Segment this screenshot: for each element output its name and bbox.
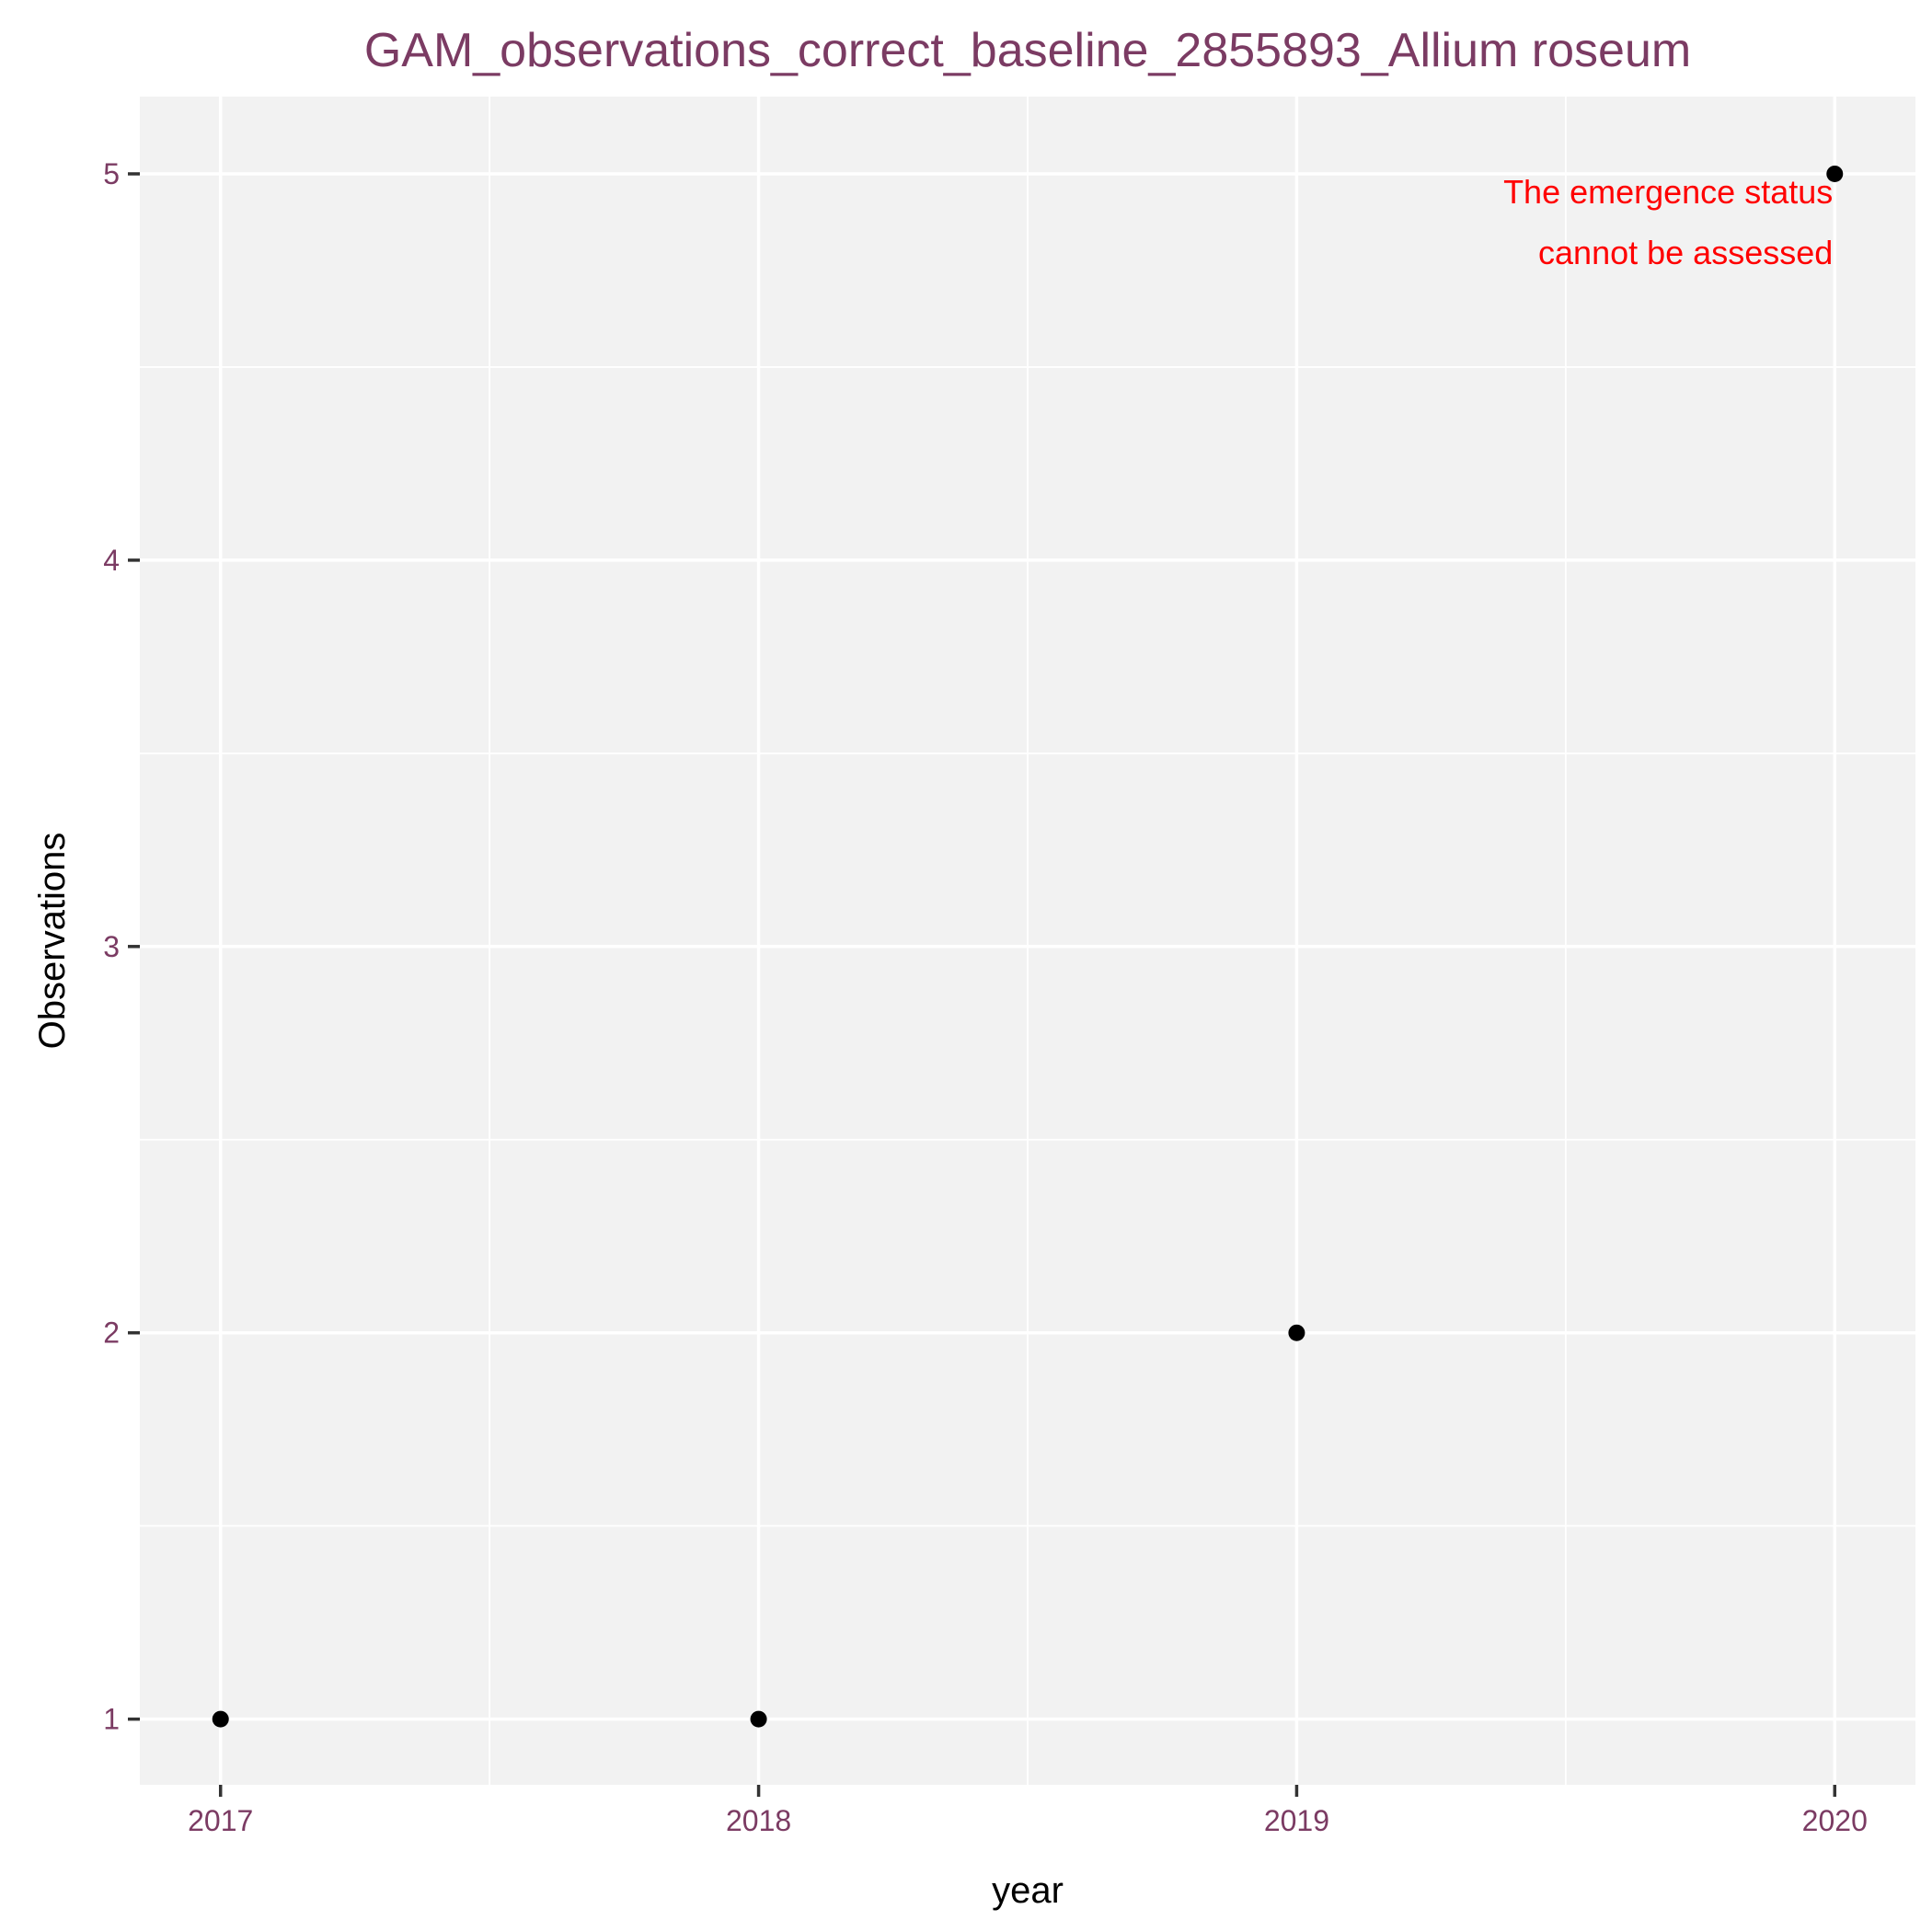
x-axis-title: year <box>992 1870 1064 1911</box>
axis-tick-labels: 2017 2018 2019 2020 1 2 3 4 5 <box>103 157 1868 1837</box>
annotation: The emergence status cannot be assessed <box>1503 173 1833 271</box>
data-point <box>1288 1324 1305 1341</box>
x-tick-label: 2020 <box>1802 1804 1868 1837</box>
data-point <box>750 1710 767 1728</box>
y-tick-label: 5 <box>103 157 120 190</box>
annotation-line: The emergence status <box>1503 173 1833 211</box>
data-points <box>212 165 1844 1728</box>
annotation-line: cannot be assessed <box>1538 234 1833 271</box>
y-tick-label: 3 <box>103 930 120 963</box>
data-point <box>1826 165 1844 182</box>
data-point <box>212 1710 229 1728</box>
chart-title: GAM_observations_correct_baseline_285589… <box>364 24 1691 77</box>
y-tick-label: 2 <box>103 1317 120 1350</box>
major-gridlines <box>140 97 1915 1785</box>
y-tick-label: 1 <box>103 1703 120 1736</box>
x-tick-label: 2019 <box>1264 1804 1329 1837</box>
axis-ticks <box>128 172 1837 1797</box>
y-tick-label: 4 <box>103 544 120 577</box>
x-tick-label: 2018 <box>726 1804 791 1837</box>
y-axis-title: Observations <box>32 833 73 1050</box>
x-tick-label: 2017 <box>188 1804 253 1837</box>
minor-gridlines <box>140 97 1915 1785</box>
